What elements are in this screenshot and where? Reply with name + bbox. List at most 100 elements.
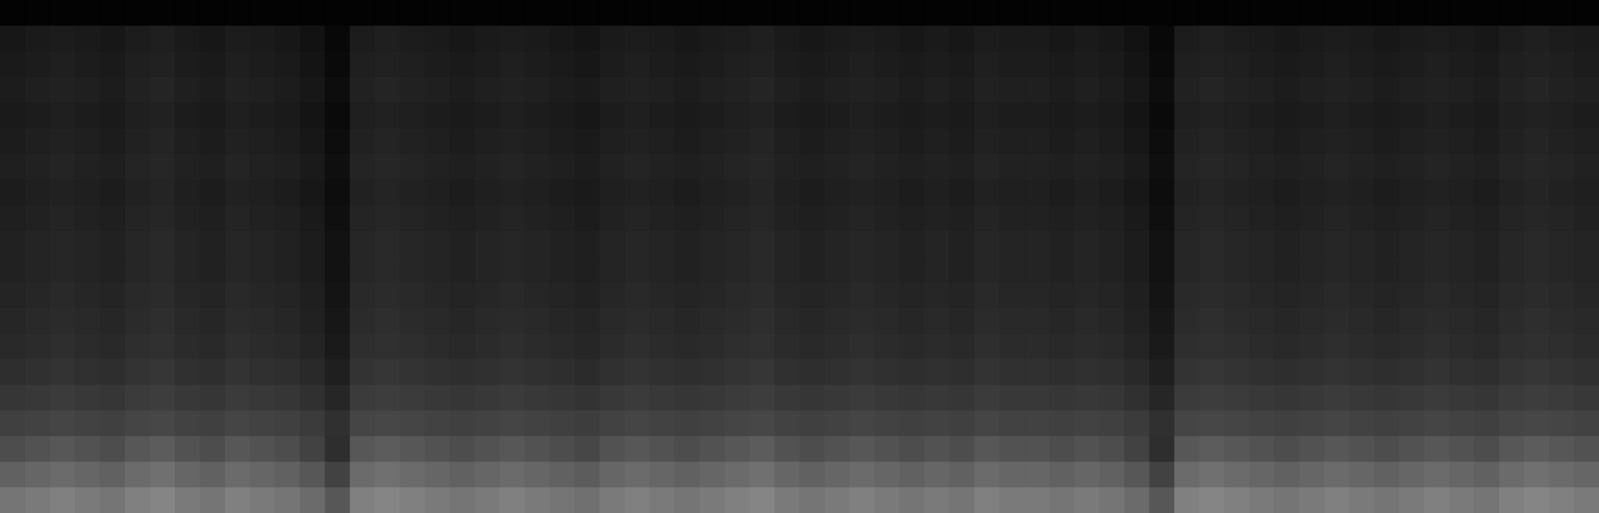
- heatmap-cell: [1299, 26, 1325, 53]
- heatmap-cell: [1474, 0, 1500, 27]
- heatmap-cell: [1399, 231, 1425, 258]
- heatmap-cell: [625, 26, 651, 53]
- heatmap-cell: [1174, 77, 1200, 104]
- heatmap-cell: [325, 103, 351, 130]
- heatmap-cell: [475, 385, 501, 412]
- heatmap-cell: [100, 205, 126, 232]
- heatmap-cell: [725, 51, 751, 78]
- heatmap-cell: [1124, 359, 1150, 386]
- heatmap-cell: [1474, 410, 1500, 437]
- heatmap-cell: [1324, 128, 1350, 155]
- heatmap-cell: [899, 154, 925, 181]
- heatmap-cell: [924, 257, 950, 284]
- heatmap-cell: [275, 333, 301, 360]
- heatmap-cell: [300, 333, 326, 360]
- heatmap-cell: [400, 282, 426, 309]
- heatmap-cell: [100, 231, 126, 258]
- heatmap-cell: [650, 436, 676, 463]
- heatmap-cell: [1149, 103, 1175, 130]
- heatmap-cell: [100, 308, 126, 335]
- heatmap-cell: [999, 487, 1025, 513]
- heatmap-cell: [125, 359, 151, 386]
- heatmap-cell: [1524, 103, 1550, 130]
- heatmap-cell: [1224, 385, 1250, 412]
- heatmap-cell: [50, 205, 76, 232]
- heatmap-cell: [250, 436, 276, 463]
- heatmap-cell: [325, 487, 351, 513]
- heatmap-cell: [874, 410, 900, 437]
- heatmap-cell: [625, 0, 651, 27]
- heatmap-cell: [150, 257, 176, 284]
- heatmap-cell: [1024, 154, 1050, 181]
- heatmap-cell: [300, 0, 326, 27]
- heatmap-cell: [0, 359, 26, 386]
- heatmap-cell: [0, 154, 26, 181]
- heatmap-cell: [1549, 487, 1575, 513]
- heatmap-cell: [650, 462, 676, 489]
- heatmap-cell: [775, 154, 801, 181]
- heatmap-cell: [949, 410, 975, 437]
- heatmap-cell: [675, 180, 701, 207]
- heatmap-cell: [874, 205, 900, 232]
- heatmap-cell: [874, 333, 900, 360]
- heatmap-cell: [400, 205, 426, 232]
- heatmap-cell: [175, 257, 201, 284]
- heatmap-cell: [849, 180, 875, 207]
- heatmap-cell: [575, 308, 601, 335]
- heatmap-cell: [650, 205, 676, 232]
- heatmap-cell: [824, 282, 850, 309]
- heatmap-cell: [1424, 436, 1450, 463]
- heatmap-cell: [999, 462, 1025, 489]
- heatmap-cell: [1149, 51, 1175, 78]
- heatmap-cell: [1324, 103, 1350, 130]
- heatmap-cell: [200, 487, 226, 513]
- heatmap-cell: [0, 231, 26, 258]
- heatmap-cell: [1049, 154, 1075, 181]
- heatmap-cell: [1274, 487, 1300, 513]
- heatmap-cell: [275, 77, 301, 104]
- heatmap-cell: [1224, 77, 1250, 104]
- heatmap-cell: [425, 231, 451, 258]
- heatmap-cell: [1474, 333, 1500, 360]
- heatmap-cell: [1299, 103, 1325, 130]
- heatmap-cell: [1299, 359, 1325, 386]
- heatmap-cell: [1124, 436, 1150, 463]
- heatmap-cell: [874, 257, 900, 284]
- heatmap-cell: [200, 51, 226, 78]
- heatmap-cell: [1449, 282, 1475, 309]
- heatmap-cell: [25, 308, 51, 335]
- heatmap-cell: [1224, 231, 1250, 258]
- heatmap-cell: [849, 103, 875, 130]
- heatmap-cell: [1574, 154, 1599, 181]
- heatmap-cell: [1449, 436, 1475, 463]
- heatmap-cell: [1149, 154, 1175, 181]
- heatmap-cell: [175, 26, 201, 53]
- heatmap-cell: [100, 436, 126, 463]
- heatmap-cell: [150, 487, 176, 513]
- heatmap-cell: [1274, 128, 1300, 155]
- heatmap-cell: [1424, 205, 1450, 232]
- heatmap-cell: [1224, 487, 1250, 513]
- heatmap-cell: [1449, 77, 1475, 104]
- heatmap-cell: [125, 180, 151, 207]
- heatmap-cell: [1349, 231, 1375, 258]
- heatmap-cell: [350, 154, 376, 181]
- heatmap-cell: [750, 385, 776, 412]
- heatmap-cell: [200, 436, 226, 463]
- heatmap-cell: [1149, 487, 1175, 513]
- heatmap-cell: [0, 308, 26, 335]
- heatmap-cell: [1324, 231, 1350, 258]
- heatmap-cell: [1024, 231, 1050, 258]
- heatmap-cell: [250, 205, 276, 232]
- heatmap-cell: [1224, 103, 1250, 130]
- heatmap-cell: [1274, 205, 1300, 232]
- heatmap-cell: [1024, 462, 1050, 489]
- heatmap-cell: [1549, 51, 1575, 78]
- heatmap-cell: [874, 51, 900, 78]
- heatmap-cell: [400, 128, 426, 155]
- heatmap-cell: [700, 462, 726, 489]
- heatmap-cell: [150, 77, 176, 104]
- heatmap-cell: [0, 333, 26, 360]
- heatmap-cell: [849, 0, 875, 27]
- heatmap-cell: [800, 154, 826, 181]
